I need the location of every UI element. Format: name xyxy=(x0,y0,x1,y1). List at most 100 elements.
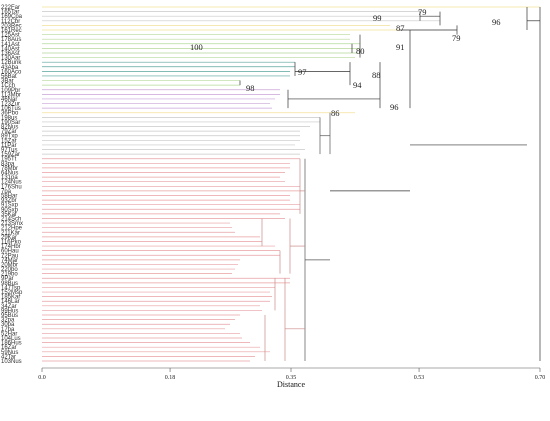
x-axis-label: Distance xyxy=(277,380,305,389)
leaf-label: 130Aar xyxy=(1,56,20,62)
leaf-label: 222Far xyxy=(1,5,20,11)
leaf-labels: 222Far165Tar169Cpa112Cbr203Rec161Rec125A… xyxy=(1,5,23,365)
leaf-label: 220bo xyxy=(1,267,18,273)
leaf-label: 43Aba xyxy=(1,65,19,71)
leaf-label: 52Har xyxy=(1,331,17,337)
leaf-label: 141Ast xyxy=(1,42,20,48)
leaf-label: 29Kar xyxy=(1,235,17,241)
leaf-label: 30pa xyxy=(1,322,15,328)
x-tick-label: 0.35 xyxy=(286,375,297,381)
x-tick-label: 0.70 xyxy=(535,375,546,381)
bootstrap-value: 99 xyxy=(373,13,382,23)
bootstrap-value: 79 xyxy=(418,7,427,17)
leaf-label: 97Tus xyxy=(1,148,17,154)
leaf-label: 15Zar xyxy=(1,138,17,144)
leaf-label: 213Smx xyxy=(1,221,23,227)
bootstrap-value: 80 xyxy=(356,46,365,56)
leaf-label: 136Ast xyxy=(1,51,20,57)
bootstrap-value: 96 xyxy=(390,102,399,112)
leaf-label: 1Cch xyxy=(1,83,15,89)
leaf-label: 3Bar xyxy=(1,79,14,85)
leaf-label: 98Bus xyxy=(1,281,18,287)
bootstrap-value: 97 xyxy=(298,67,307,77)
leaf-label: 106Tus xyxy=(1,106,21,112)
leaf-label: 203Rec xyxy=(1,23,22,29)
bootstrap-value: 79 xyxy=(452,33,461,43)
bootstrap-value: 96 xyxy=(492,17,501,27)
leaf-label: 160Aco xyxy=(1,69,22,75)
leaf-label: 93Zbr xyxy=(1,198,17,204)
bootstrap-value: 100 xyxy=(190,42,203,52)
leaf-label: 60Hau xyxy=(1,249,19,255)
leaf-label: 152Msp xyxy=(1,290,23,296)
leaf-label: 9Par xyxy=(1,276,14,282)
bootstrap-labels: 79 99 96 87 79 91 100 80 97 88 94 98 96 86 xyxy=(190,7,501,118)
leaf-label: 185Kar xyxy=(1,295,20,301)
leaf-label: 34Zar xyxy=(1,304,17,310)
leaf-label: 109Pbr xyxy=(1,88,20,94)
x-tick-label: 0.0 xyxy=(38,375,46,381)
leaf-label: 42Tar xyxy=(1,354,16,360)
leaf-label: 32pa xyxy=(1,318,15,324)
leaf-label: 186Hus xyxy=(1,341,22,347)
leaf-label: 178Aus xyxy=(1,37,21,43)
leaf-label: 64Nus xyxy=(1,171,18,177)
bootstrap-value: 98 xyxy=(246,83,255,93)
leaf-label: 7pa xyxy=(1,189,12,195)
leaf-label: 16Zar xyxy=(1,345,17,351)
leaf-label: 174Hbr xyxy=(1,244,21,250)
leaf-label: 125Ast xyxy=(1,33,20,39)
leaf-label: 104Lus xyxy=(1,336,21,342)
leaf-label: 20Mbr xyxy=(1,262,18,268)
leaf-label: 190Sar xyxy=(1,120,20,126)
x-axis: 0.0 0.18 0.35 0.53 0.70 Distance xyxy=(38,367,545,389)
leaf-label: 82Nus xyxy=(1,125,18,131)
x-tick-label: 0.53 xyxy=(414,375,425,381)
leaf-label: 169Cpa xyxy=(1,14,23,20)
leaf-label: 56Bat xyxy=(1,74,17,80)
x-tick-label: 0.18 xyxy=(165,375,176,381)
leaf-label: 103Nus xyxy=(1,359,22,365)
leaf-label: 146Lar xyxy=(1,299,20,305)
leaf-label: 165Tar xyxy=(1,10,19,16)
leaf-label: 90Sxp xyxy=(1,207,19,213)
leaf-label: 112Cbr xyxy=(1,19,20,25)
leaf-label: 95Bus xyxy=(1,313,18,319)
bootstrap-value: 86 xyxy=(331,108,340,118)
leaf-label: 159Zar xyxy=(1,152,20,158)
dendrogram-branches xyxy=(42,6,541,362)
leaf-label: 198us xyxy=(1,115,17,121)
leaf-label: 36Pbo xyxy=(1,111,19,117)
leaf-label: 131pa xyxy=(1,175,18,181)
leaf-label: 219bo xyxy=(1,272,18,278)
leaf-label: 46Nar xyxy=(1,97,17,103)
leaf-label: 78Mbr xyxy=(1,166,18,172)
leaf-label: 58Har xyxy=(1,193,17,199)
bootstrap-value: 94 xyxy=(353,80,362,90)
leaf-label: 89Txp xyxy=(1,134,18,140)
leaf-label: 195Tt xyxy=(1,157,17,163)
leaf-label: 91Sxp xyxy=(1,203,19,209)
x-axis-ticks: 0.0 0.18 0.35 0.53 0.70 xyxy=(38,368,545,381)
leaf-label: 99Hus xyxy=(1,308,18,314)
leaf-label: 211Kar xyxy=(1,230,20,236)
bootstrap-value: 91 xyxy=(396,42,405,52)
leaf-label: 59Nus xyxy=(1,350,18,356)
leaf-label: 140Ast xyxy=(1,46,20,52)
leaf-label: 83pa xyxy=(1,161,15,167)
bootstrap-value: 88 xyxy=(372,70,381,80)
leaf-label: 124Nus xyxy=(1,180,22,186)
leaf-label: 72Pau xyxy=(1,253,18,259)
leaf-label: 123Zur xyxy=(1,102,20,108)
leaf-label: 12Bunk xyxy=(1,60,22,66)
leaf-label: 113Mbr xyxy=(1,92,21,98)
bootstrap-value: 87 xyxy=(396,23,405,33)
leaf-label: 79Zar xyxy=(1,129,17,135)
leaf-label: 147Tsp xyxy=(1,285,21,291)
leaf-label: 161Rec xyxy=(1,28,22,34)
leaf-label: 35Kar xyxy=(1,212,17,218)
leaf-label: 11Par xyxy=(1,143,17,149)
leaf-label: 17pa xyxy=(1,327,15,333)
leaf-label: 176Shu xyxy=(1,184,22,190)
